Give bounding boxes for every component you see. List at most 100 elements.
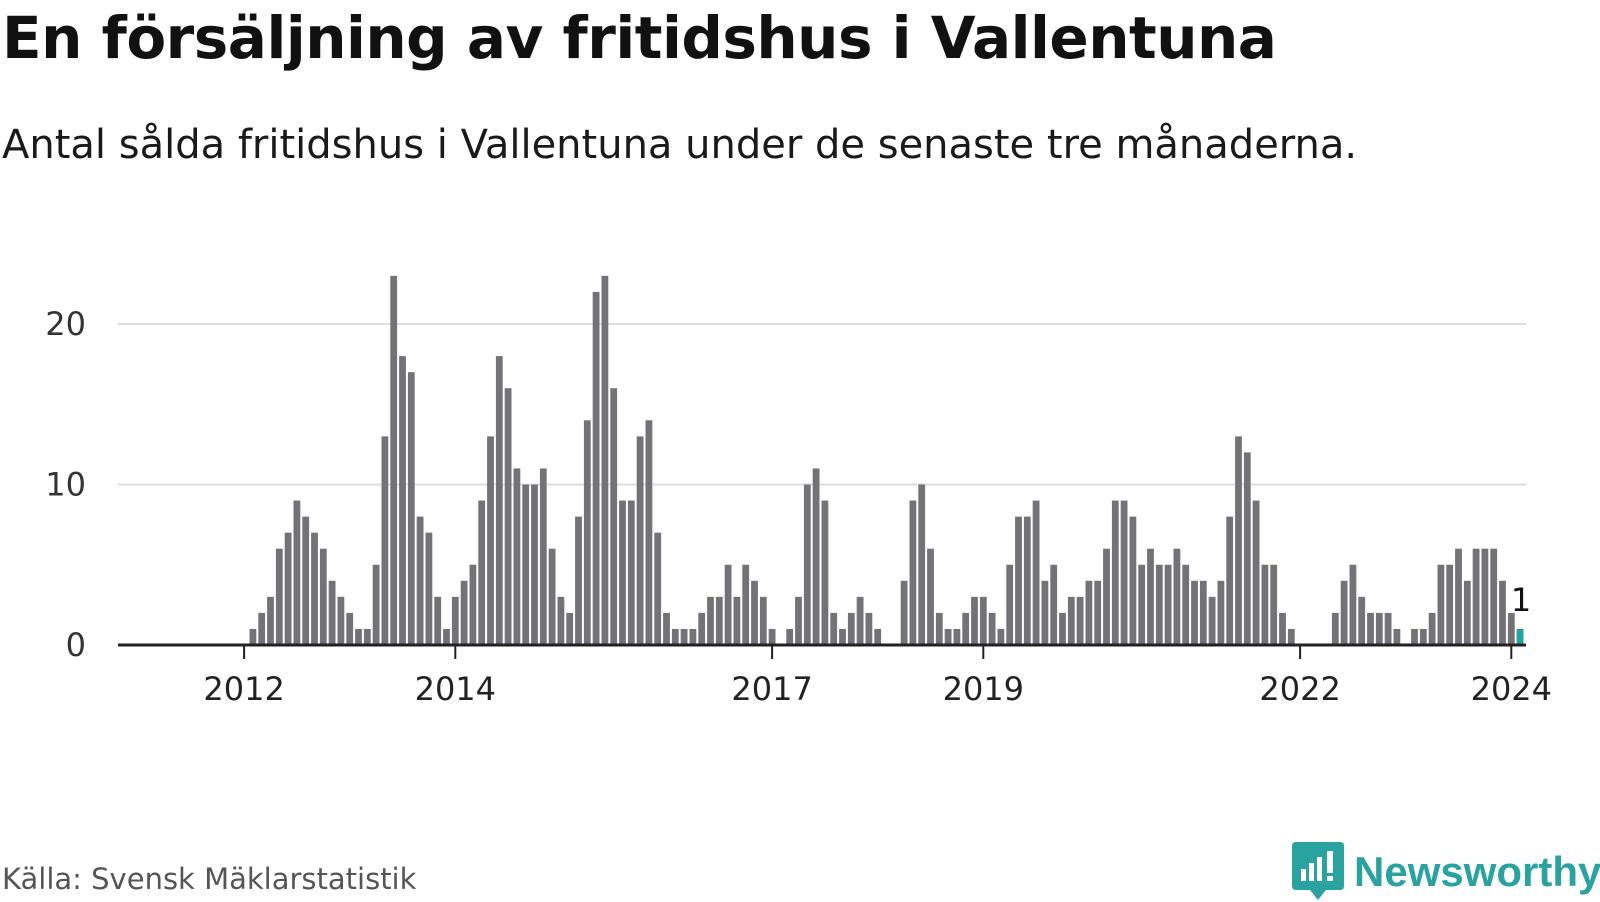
bar — [302, 516, 310, 645]
bar — [1481, 548, 1489, 645]
highlighted-bar-label: 1 — [1511, 581, 1531, 619]
bar — [407, 372, 415, 645]
bar — [1129, 516, 1137, 645]
bar — [1111, 500, 1119, 645]
bar — [997, 628, 1005, 645]
bar — [1059, 612, 1066, 645]
bar — [1085, 580, 1093, 645]
bar — [1472, 548, 1480, 645]
bar — [1428, 612, 1436, 645]
bar — [1006, 564, 1014, 645]
bar — [363, 628, 371, 645]
bar — [654, 532, 662, 645]
bar — [443, 628, 450, 645]
bar — [504, 388, 512, 645]
newsworthy-logo[interactable]: Newsworthy — [1292, 842, 1600, 902]
bar — [768, 628, 776, 645]
bar — [416, 516, 424, 645]
bar — [495, 356, 503, 645]
bar — [988, 612, 996, 645]
bar — [1446, 564, 1454, 645]
bar — [795, 596, 802, 645]
bar — [1217, 580, 1225, 645]
bar — [1507, 612, 1515, 645]
bar — [1411, 628, 1418, 645]
bar — [275, 548, 283, 645]
chart-subtitle: Antal sålda fritidshus i Vallentuna unde… — [2, 122, 1358, 168]
bar — [249, 628, 257, 645]
bar — [319, 548, 327, 645]
bar — [1103, 548, 1110, 645]
y-tick-label-10: 10 — [45, 466, 86, 504]
bar — [1393, 628, 1401, 645]
bar — [390, 275, 398, 645]
bar — [460, 580, 468, 645]
bar — [592, 291, 600, 645]
bar — [944, 628, 952, 645]
bar — [267, 596, 274, 645]
data-labels: 1 — [1511, 581, 1531, 619]
bar — [909, 500, 917, 645]
bar — [469, 564, 477, 645]
bar — [487, 436, 494, 645]
bar — [1243, 452, 1251, 645]
bar — [1375, 612, 1383, 645]
bar — [1032, 500, 1040, 645]
highlighted-bar — [1516, 628, 1524, 645]
bar — [372, 564, 380, 645]
bar — [759, 596, 767, 645]
bar — [1226, 516, 1234, 645]
bar — [1041, 580, 1049, 645]
x-tick-label-2019: 2019 — [943, 670, 1024, 708]
bar — [346, 612, 354, 645]
bar — [1138, 564, 1146, 645]
bar — [284, 532, 292, 645]
bar — [874, 628, 882, 645]
bar — [689, 628, 697, 645]
bar — [399, 356, 406, 645]
bar — [575, 516, 582, 645]
x-axis-ticks: 2012 2014 2017 2019 2022 2024 — [203, 645, 1552, 708]
x-tick-label-2014: 2014 — [415, 670, 496, 708]
bar — [583, 420, 591, 645]
y-tick-label-0: 0 — [66, 626, 86, 664]
bar — [1164, 564, 1172, 645]
bar — [900, 580, 908, 645]
bar — [1358, 596, 1366, 645]
bar — [425, 532, 433, 645]
bar — [1208, 596, 1216, 645]
bar — [311, 532, 318, 645]
bar — [1173, 548, 1181, 645]
bar — [786, 628, 794, 645]
bar — [1199, 580, 1207, 645]
bar — [847, 612, 855, 645]
bar — [337, 596, 345, 645]
bar — [962, 612, 970, 645]
bar — [1270, 564, 1278, 645]
bar — [1261, 564, 1269, 645]
bar — [830, 612, 838, 645]
bar — [1499, 580, 1506, 645]
bar — [733, 596, 741, 645]
bar — [539, 468, 547, 645]
bar — [979, 596, 987, 645]
bar — [839, 628, 846, 645]
bar — [742, 564, 750, 645]
bar — [1490, 548, 1498, 645]
bar — [698, 612, 706, 645]
bar — [715, 596, 723, 645]
bar — [1015, 516, 1022, 645]
bar — [1349, 564, 1357, 645]
bar — [434, 596, 442, 645]
gridlines — [118, 323, 1526, 486]
x-tick-label-2022: 2022 — [1259, 670, 1340, 708]
bar — [557, 596, 565, 645]
bar — [548, 548, 556, 645]
bar — [856, 596, 864, 645]
bar — [522, 484, 530, 645]
bar — [1067, 596, 1075, 645]
bar — [328, 580, 336, 645]
bar — [610, 388, 618, 645]
x-tick-label-2017: 2017 — [731, 670, 812, 708]
bar — [381, 436, 389, 645]
